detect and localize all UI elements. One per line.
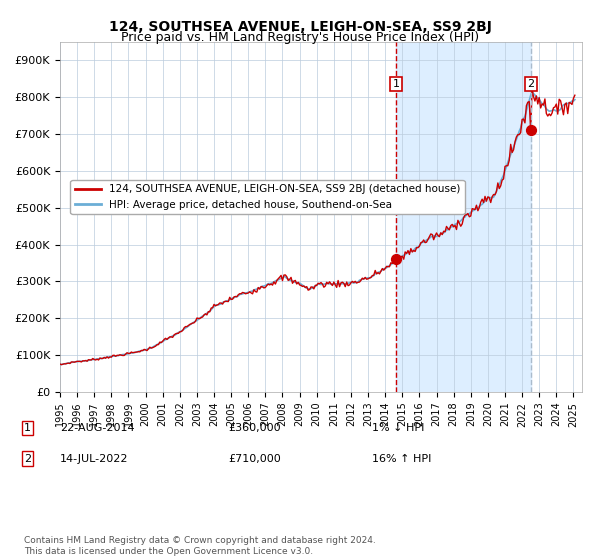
Text: 1% ↓ HPI: 1% ↓ HPI	[372, 423, 424, 433]
Text: 22-AUG-2014: 22-AUG-2014	[60, 423, 134, 433]
Text: 1: 1	[24, 423, 31, 433]
HPI: Average price, detached house, Southend-on-Sea: (2.01e+03, 2.95e+05): Average price, detached house, Southend-…	[323, 280, 331, 287]
HPI: Average price, detached house, Southend-on-Sea: (2.02e+03, 4.32e+05): Average price, detached house, Southend-…	[440, 230, 447, 236]
HPI: Average price, detached house, Southend-on-Sea: (2e+03, 7.4e+04): Average price, detached house, Southend-…	[56, 361, 64, 368]
124, SOUTHSEA AVENUE, LEIGH-ON-SEA, SS9 2BJ (detached house)	[571, 92, 578, 99]
124, SOUTHSEA AVENUE, LEIGH-ON-SEA, SS9 2BJ (detached house)	[442, 228, 449, 235]
Text: 14-JUL-2022: 14-JUL-2022	[60, 454, 128, 464]
Text: 1: 1	[392, 79, 400, 89]
HPI: Average price, detached house, Southend-on-Sea: (2.02e+03, 6.11e+05): Average price, detached house, Southend-…	[503, 164, 510, 170]
Text: 2: 2	[527, 79, 535, 89]
Point	[391, 255, 401, 264]
124, SOUTHSEA AVENUE, LEIGH-ON-SEA, SS9 2BJ (detached house)	[56, 361, 64, 367]
124, SOUTHSEA AVENUE, LEIGH-ON-SEA, SS9 2BJ (detached house)	[428, 231, 436, 238]
HPI: Average price, detached house, Southend-on-Sea: (2.02e+03, 4.3e+05): Average price, detached house, Southend-…	[437, 230, 445, 237]
Text: £710,000: £710,000	[228, 454, 281, 464]
Bar	[396, 42, 531, 392]
Text: Price paid vs. HM Land Registry's House Price Index (HPI): Price paid vs. HM Land Registry's House …	[121, 31, 479, 44]
Text: Contains HM Land Registry data © Crown copyright and database right 2024.
This d: Contains HM Land Registry data © Crown c…	[24, 536, 376, 556]
Point	[526, 126, 536, 135]
Text: 16% ↑ HPI: 16% ↑ HPI	[372, 454, 431, 464]
HPI: Average price, detached house, Southend-on-Sea: (2.03e+03, 7.94e+05): Average price, detached house, Southend-…	[571, 96, 578, 103]
124, SOUTHSEA AVENUE, LEIGH-ON-SEA, SS9 2BJ (detached house)	[58, 361, 65, 368]
Line: HPI: Average price, detached house, Southend-on-Sea: HPI: Average price, detached house, Sout…	[60, 91, 575, 365]
Legend: 124, SOUTHSEA AVENUE, LEIGH-ON-SEA, SS9 2BJ (detached house), HPI: Average price: 124, SOUTHSEA AVENUE, LEIGH-ON-SEA, SS9 …	[70, 180, 464, 214]
Text: 124, SOUTHSEA AVENUE, LEIGH-ON-SEA, SS9 2BJ: 124, SOUTHSEA AVENUE, LEIGH-ON-SEA, SS9 …	[109, 20, 491, 34]
124, SOUTHSEA AVENUE, LEIGH-ON-SEA, SS9 2BJ (detached house)	[325, 281, 332, 287]
HPI: Average price, detached house, Southend-on-Sea: (2.02e+03, 4.21e+05): Average price, detached house, Southend-…	[427, 234, 434, 240]
124, SOUTHSEA AVENUE, LEIGH-ON-SEA, SS9 2BJ (detached house)	[236, 291, 244, 297]
HPI: Average price, detached house, Southend-on-Sea: (2.01e+03, 2.61e+05): Average price, detached house, Southend-…	[235, 292, 242, 299]
Text: £360,000: £360,000	[228, 423, 281, 433]
124, SOUTHSEA AVENUE, LEIGH-ON-SEA, SS9 2BJ (detached house)	[529, 87, 536, 94]
Line: 124, SOUTHSEA AVENUE, LEIGH-ON-SEA, SS9 2BJ (detached house): 124, SOUTHSEA AVENUE, LEIGH-ON-SEA, SS9 …	[60, 90, 575, 365]
124, SOUTHSEA AVENUE, LEIGH-ON-SEA, SS9 2BJ (detached house)	[504, 162, 511, 169]
124, SOUTHSEA AVENUE, LEIGH-ON-SEA, SS9 2BJ (detached house)	[439, 231, 446, 238]
Text: 2: 2	[24, 454, 31, 464]
HPI: Average price, detached house, Southend-on-Sea: (2.02e+03, 8.17e+05): Average price, detached house, Southend-…	[529, 88, 536, 95]
